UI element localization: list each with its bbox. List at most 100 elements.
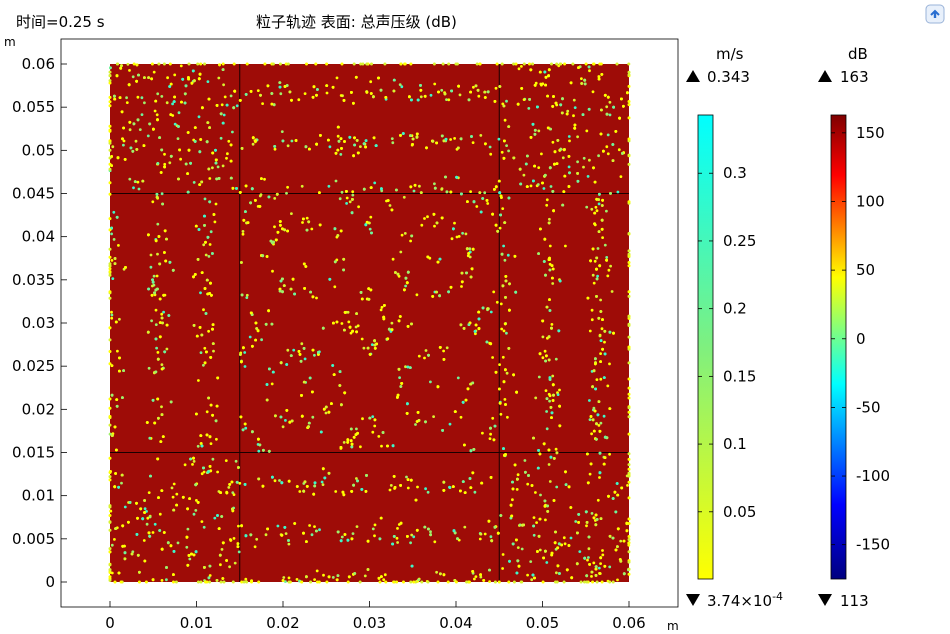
particle-point — [264, 322, 268, 326]
colorbar-tick-label: 0.3 — [723, 164, 747, 182]
particle-point — [353, 572, 357, 575]
particle-point — [221, 577, 225, 580]
particle-point — [211, 166, 214, 170]
particle-point — [340, 403, 343, 407]
particle-point — [600, 218, 604, 222]
particle-point — [190, 81, 194, 85]
particle-point — [122, 369, 125, 372]
particle-point — [554, 447, 558, 451]
particle-point — [383, 62, 387, 66]
particle-point — [614, 130, 618, 133]
particle-point — [543, 349, 547, 353]
particle-point — [286, 348, 290, 352]
particle-point — [342, 268, 345, 272]
particle-point — [160, 148, 164, 152]
particle-point — [360, 337, 364, 341]
particle-point — [336, 530, 340, 534]
particle-point — [302, 217, 305, 221]
particle-point — [208, 292, 212, 295]
particle-point — [287, 539, 290, 542]
particle-point — [545, 561, 549, 564]
particle-point — [446, 580, 450, 584]
particle-point — [213, 516, 217, 520]
particle-point — [198, 72, 202, 76]
particle-point — [605, 209, 608, 213]
particle-point — [476, 88, 480, 92]
particle-point — [180, 100, 183, 104]
particle-point — [551, 276, 554, 280]
particle-point — [115, 398, 119, 401]
particle-point — [273, 197, 277, 200]
particle-point — [409, 478, 413, 482]
particle-point — [537, 375, 541, 379]
particle-point — [169, 400, 173, 404]
particle-point — [474, 84, 478, 88]
particle-point — [546, 94, 549, 98]
particle-point — [591, 580, 595, 584]
particle-point — [473, 490, 477, 494]
particle-point — [217, 527, 221, 530]
particle-point — [440, 88, 444, 92]
particle-point — [278, 81, 282, 84]
particle-point — [196, 258, 200, 261]
particle-point — [351, 532, 355, 535]
particle-point — [154, 323, 158, 326]
particle-point — [204, 253, 208, 257]
particle-point — [537, 449, 540, 452]
particle-point — [562, 536, 566, 540]
particle-point — [453, 531, 457, 535]
particle-point — [186, 172, 190, 176]
particle-point — [235, 104, 239, 108]
particle-point — [501, 355, 505, 359]
particle-point — [168, 161, 172, 165]
particle-point — [608, 113, 612, 117]
particle-point — [556, 564, 560, 568]
particle-point — [607, 494, 610, 498]
particle-point — [269, 239, 273, 243]
particle-point — [423, 356, 426, 360]
y-tick-label: 0.025 — [12, 357, 55, 375]
particle-point — [229, 176, 233, 180]
particle-point — [477, 317, 481, 321]
particle-point — [308, 376, 312, 380]
particle-point — [300, 580, 304, 584]
x-axis-unit: m — [667, 619, 679, 633]
particle-point — [151, 398, 155, 402]
particle-point — [261, 254, 265, 258]
particle-point — [110, 364, 114, 367]
particle-point — [148, 436, 152, 440]
particle-point — [608, 565, 612, 569]
export-icon[interactable] — [925, 4, 945, 24]
particle-point — [627, 474, 631, 478]
particle-point — [185, 545, 189, 549]
particle-point — [235, 187, 238, 190]
particle-point — [140, 113, 144, 116]
particle-point — [340, 147, 343, 150]
particle-point — [110, 393, 114, 397]
particle-point — [590, 575, 593, 578]
particle-point — [334, 490, 338, 493]
particle-point — [606, 133, 610, 137]
particle-point — [356, 324, 360, 328]
particle-point — [545, 354, 548, 358]
particle-point — [460, 285, 463, 288]
particle-point — [411, 137, 415, 141]
particle-point — [477, 327, 481, 330]
particle-point — [156, 92, 160, 96]
particle-point — [346, 580, 350, 584]
particle-point — [339, 94, 343, 97]
particle-point — [138, 570, 141, 574]
particle-point — [244, 210, 247, 214]
particle-point — [149, 265, 153, 269]
particle-point — [203, 62, 207, 66]
particle-point — [411, 143, 414, 146]
particle-point — [231, 130, 234, 134]
particle-point — [333, 260, 337, 264]
particle-point — [373, 418, 377, 422]
particle-point — [569, 506, 573, 509]
particle-point — [313, 484, 317, 488]
particle-point — [353, 136, 356, 140]
particle-point — [198, 326, 202, 329]
particle-point — [183, 463, 187, 467]
